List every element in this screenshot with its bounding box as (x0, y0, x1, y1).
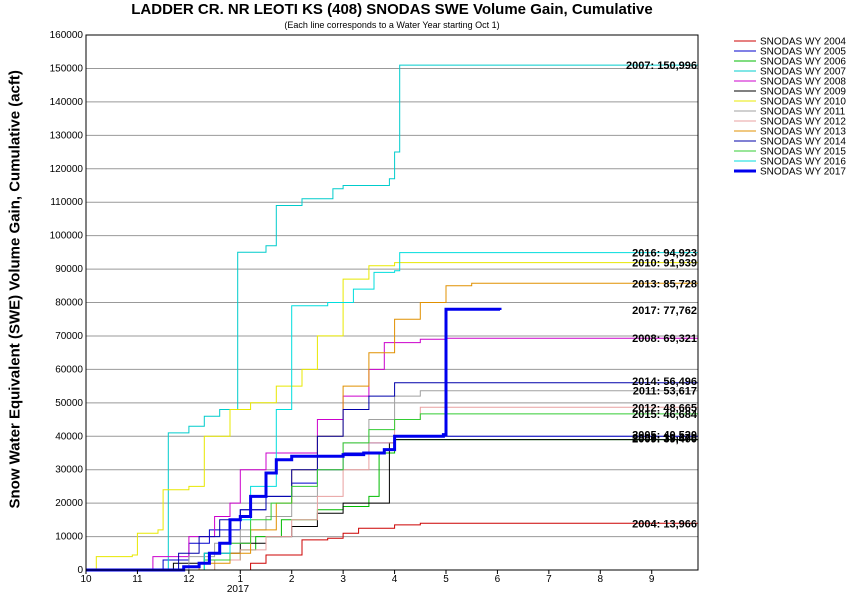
end-label: 2004: 13,966 (632, 518, 697, 530)
y-tick-label: 150000 (50, 63, 84, 74)
legend-label: SNODAS WY 2010 (760, 97, 846, 108)
legend-label: SNODAS WY 2007 (760, 67, 846, 78)
plot-frame (85, 34, 699, 571)
legend-label: SNODAS WY 2017 (760, 167, 846, 178)
legend-label: SNODAS WY 2006 (760, 57, 846, 68)
y-tick-label: 50000 (55, 398, 83, 409)
end-label: 2017: 77,762 (632, 305, 697, 317)
x-tick-label: 3 (340, 574, 346, 585)
series-lines (86, 64, 699, 572)
end-label: 2015: 46,684 (632, 409, 698, 421)
end-label: 2011: 53,617 (633, 386, 697, 398)
y-tick-label: 90000 (55, 264, 83, 275)
legend-label: SNODAS WY 2008 (760, 77, 846, 88)
chart-subtitle: (Each line corresponds to a Water Year s… (284, 20, 500, 30)
legend-label: SNODAS WY 2014 (760, 137, 846, 148)
grid-lines (86, 67, 698, 538)
end-label: 2010: 91,939 (632, 258, 697, 270)
x-tick-label: 11 (132, 574, 143, 585)
end-label: 2016: 94,923 (632, 248, 697, 260)
legend-label: SNODAS WY 2012 (760, 117, 846, 128)
legend-label: SNODAS WY 2011 (760, 107, 846, 118)
x-tick-label: 4 (392, 574, 398, 585)
legend-label: SNODAS WY 2015 (760, 147, 846, 158)
y-tick-label: 160000 (50, 30, 84, 41)
series-line (86, 64, 698, 571)
end-label: 2006: 39,670 (632, 432, 697, 444)
x-tick-label: 2 (289, 574, 295, 585)
end-label: 2012: 48,665 (632, 402, 697, 414)
y-tick-label: 130000 (50, 130, 84, 141)
x-tick-label: 10 (80, 574, 92, 585)
series-line (86, 522, 698, 571)
y-tick-label: 20000 (55, 498, 83, 509)
legend-label: SNODAS WY 2016 (760, 157, 846, 168)
y-tick-label: 100000 (50, 231, 84, 242)
y-tick-label: 10000 (55, 532, 83, 543)
x-tick-label: 5 (443, 574, 449, 585)
x-tick-label: 9 (649, 574, 655, 585)
series-line (86, 406, 698, 571)
legend-label: SNODAS WY 2013 (760, 127, 846, 138)
end-label: 2005: 40,520 (632, 430, 697, 442)
end-label: 2007: 150,996 (626, 60, 697, 72)
legend-label: SNODAS WY 2005 (760, 47, 846, 58)
y-tick-label: 140000 (50, 97, 84, 108)
legend-label: SNODAS WY 2009 (760, 87, 846, 98)
x-tick-label: 1 (238, 574, 244, 585)
series-line (86, 282, 698, 571)
y-tick-label: 0 (77, 565, 83, 576)
x-tick-labels: 10 11 12 1 2 3 4 5 6 7 8 9 (80, 570, 655, 585)
x-tick-label: 8 (598, 574, 604, 585)
x-tick-label: 12 (183, 574, 195, 585)
series-line (86, 337, 698, 571)
end-label: 2013: 85,728 (632, 278, 697, 290)
end-label: 2014: 56,496 (632, 376, 697, 388)
year-label: 2017 (227, 584, 250, 595)
x-tick-label: 6 (495, 574, 501, 585)
y-tick-label: 40000 (55, 431, 83, 442)
series-line (86, 252, 698, 571)
y-tick-labels: 0 10000 20000 30000 40000 50000 60000 70000 8000… (50, 30, 84, 576)
series-line (86, 437, 699, 571)
series-line (86, 381, 699, 571)
end-label: 2009: 39,400 (632, 433, 697, 445)
y-tick-label: 120000 (50, 164, 84, 175)
y-tick-label: 80000 (55, 298, 83, 309)
chart-title: LADDER CR. NR LEOTI KS (408) SNODAS SWE … (131, 1, 653, 18)
end-label: 2008: 69,321 (632, 333, 697, 345)
series-line (86, 262, 698, 571)
x-tick-label: 7 (546, 574, 552, 585)
series-line (86, 390, 698, 571)
series-line (86, 438, 699, 571)
legend-label: SNODAS WY 2004 (760, 37, 846, 48)
y-tick-label: 110000 (50, 197, 83, 208)
y-tick-label: 70000 (55, 331, 83, 342)
y-tick-label: 60000 (55, 364, 83, 375)
y-tick-label: 30000 (55, 465, 83, 476)
series-line (86, 307, 502, 572)
series-line (86, 413, 698, 571)
